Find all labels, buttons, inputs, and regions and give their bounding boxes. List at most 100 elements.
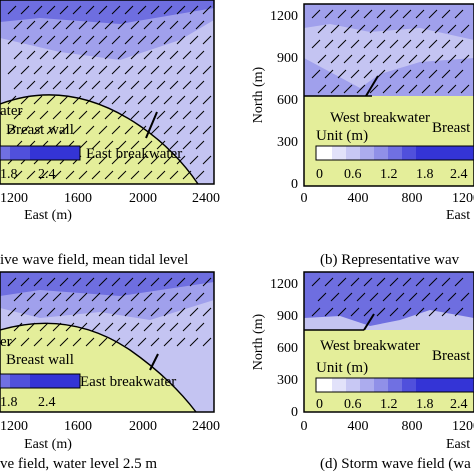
wave-direction-mark — [428, 39, 438, 49]
panel-b-caption: (b) Representative wav — [320, 252, 460, 268]
wave-direction-mark — [7, 277, 17, 287]
wave-direction-mark — [376, 277, 386, 287]
panel-d-legend-unit: Unit (m) — [316, 360, 368, 376]
wave-direction-mark — [98, 65, 108, 75]
wave-direction-mark — [202, 155, 212, 165]
wave-direction-mark — [176, 277, 186, 287]
wave-direction-mark — [356, 84, 366, 94]
wave-direction-mark — [33, 35, 43, 45]
wave-direction-mark — [356, 24, 366, 34]
wave-direction-mark — [324, 39, 334, 49]
legend-cell — [346, 146, 360, 160]
wave-direction-mark — [98, 307, 108, 317]
wave-direction-mark — [369, 292, 379, 302]
wave-direction-mark — [441, 277, 451, 287]
wave-direction-mark — [65, 50, 75, 60]
wave-direction-mark — [382, 54, 392, 64]
wave-direction-mark — [428, 277, 438, 287]
wave-direction-mark — [137, 5, 147, 15]
wave-direction-mark — [39, 50, 49, 60]
legend-tick: 1.2 — [380, 397, 398, 412]
wave-direction-mark — [33, 277, 43, 287]
wave-direction-mark — [143, 80, 153, 90]
x-tick: 1200 — [452, 419, 474, 434]
wave-direction-mark — [91, 322, 101, 332]
wave-direction-mark — [78, 80, 88, 90]
panel-d-breast-label: Breast — [432, 348, 471, 364]
x-tick: 1200 — [0, 191, 28, 206]
wave-direction-mark — [311, 307, 321, 317]
wave-direction-mark — [156, 110, 166, 120]
wave-direction-mark — [343, 292, 353, 302]
wave-direction-mark — [98, 125, 108, 135]
wave-direction-mark — [7, 95, 17, 105]
panel-a-west-label: ater — [0, 103, 22, 119]
wave-direction-mark — [163, 35, 173, 45]
legend-cell — [316, 378, 332, 392]
wave-direction-mark — [182, 80, 192, 90]
legend-frame — [0, 145, 81, 161]
panel-d-breakwater-line — [363, 313, 375, 331]
x-tick: 0 — [301, 419, 308, 434]
wave-direction-mark — [454, 39, 464, 49]
x-tick: 400 — [348, 191, 369, 206]
wave-direction-mark — [311, 9, 321, 19]
wave-direction-mark — [72, 125, 82, 135]
panel-d-y-axis: 1200 900 600 300 0 North (m) — [251, 277, 298, 420]
wave-direction-mark — [65, 170, 75, 180]
wave-direction-mark — [39, 80, 49, 90]
wave-direction-mark — [350, 277, 360, 287]
wave-direction-mark — [330, 84, 340, 94]
wave-direction-mark — [78, 20, 88, 30]
wave-direction-mark — [369, 24, 379, 34]
wave-direction-mark — [111, 277, 121, 287]
wave-direction-mark — [143, 50, 153, 60]
panel-d-wave-arrows — [311, 277, 470, 317]
wave-direction-mark — [382, 84, 392, 94]
wave-direction-mark — [78, 292, 88, 302]
wave-direction-mark — [13, 322, 23, 332]
panel-a-east-label: East breakwater — [86, 146, 182, 162]
wave-direction-mark — [337, 307, 347, 317]
panel-c-legend: 1.8 2.4 — [0, 373, 81, 410]
panel-d-legend: 0 0.6 1.2 1.8 2.4 — [315, 377, 474, 412]
panel-a-wave-arrows — [7, 5, 212, 180]
wave-direction-mark — [78, 110, 88, 120]
panel-b-land — [304, 96, 474, 186]
wave-direction-mark — [447, 292, 457, 302]
wave-direction-mark — [85, 337, 95, 347]
wave-direction-mark — [130, 140, 140, 150]
wave-direction-mark — [46, 35, 56, 45]
panel-b-water-deep — [304, 4, 474, 40]
wave-direction-mark — [52, 110, 62, 120]
wave-direction-mark — [415, 307, 425, 317]
wave-direction-mark — [52, 80, 62, 90]
wave-direction-mark — [156, 140, 166, 150]
wave-direction-mark — [124, 155, 134, 165]
wave-direction-mark — [72, 337, 82, 347]
wave-direction-mark — [150, 65, 160, 75]
wave-direction-mark — [182, 170, 192, 180]
wave-direction-mark — [395, 292, 405, 302]
legend-tick: 1.8 — [0, 167, 18, 182]
wave-direction-mark — [350, 9, 360, 19]
wave-direction-mark — [189, 35, 199, 45]
wave-direction-mark — [169, 322, 179, 332]
legend-cell — [374, 146, 388, 160]
wave-direction-mark — [189, 125, 199, 135]
wave-direction-mark — [311, 39, 321, 49]
wave-direction-mark — [13, 110, 23, 120]
wave-direction-mark — [454, 69, 464, 79]
wave-direction-mark — [195, 170, 205, 180]
x-axis-label: East — [446, 208, 470, 223]
wave-direction-mark — [182, 20, 192, 30]
panel-b-x-axis: 0 400 800 1200 East — [301, 191, 474, 223]
wave-direction-mark — [52, 322, 62, 332]
legend-cell — [332, 146, 346, 160]
wave-direction-mark — [98, 155, 108, 165]
wave-direction-mark — [389, 69, 399, 79]
legend-cell — [332, 378, 346, 392]
wave-direction-mark — [150, 307, 160, 317]
wave-direction-mark — [7, 5, 17, 15]
wave-direction-mark — [317, 54, 327, 64]
